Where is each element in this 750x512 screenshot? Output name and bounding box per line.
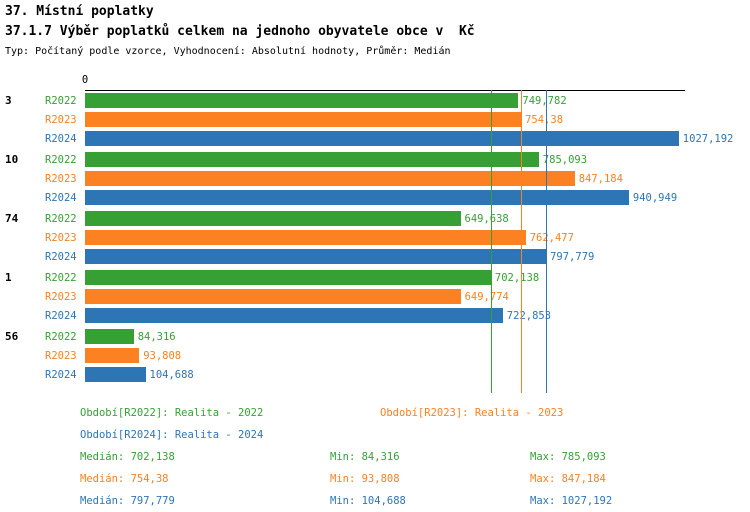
series-row-label: R2022	[45, 153, 77, 166]
bar-row: R2022 702,138	[45, 268, 685, 287]
bar-r2023	[85, 348, 140, 363]
plot-area: 3 R2022 749,782 R2023 754,38 R2024 1027,192 10 R…	[5, 90, 733, 395]
bar-row: R2024 797,779	[45, 247, 685, 266]
bar-value-label: 1027,192	[682, 132, 734, 145]
series-row-label: R2022	[45, 271, 77, 284]
bar-value-label: 93,808	[143, 349, 182, 362]
bar-value-label: 722,853	[506, 309, 552, 322]
bar-r2023	[85, 112, 522, 127]
stat-median-r2022: Medián: 702,138	[80, 451, 175, 463]
series-row-label: R2024	[45, 368, 77, 381]
legend-item-r2022: Období[R2022]: Realita - 2022	[80, 407, 264, 419]
bar-value-label: 797,779	[550, 250, 595, 263]
bar-row: R2024 1027,192	[45, 129, 733, 148]
series-row-label: R2022	[45, 94, 77, 107]
stat-min-r2023: Min: 93,808	[330, 473, 400, 485]
bar-value-label: 84,316	[137, 330, 176, 343]
group-label: 3	[5, 94, 12, 107]
bar-row: R2023 649,774	[45, 287, 685, 306]
bar-r2024	[85, 367, 146, 382]
legend-item-r2024: Období[R2024]: Realita - 2024	[80, 429, 264, 441]
series-row-label: R2023	[45, 172, 77, 185]
bar-value-label: 847,184	[578, 172, 623, 185]
bar-r2022	[85, 270, 491, 285]
series-row-label: R2022	[45, 330, 77, 343]
series-row-label: R2023	[45, 113, 77, 126]
bar-r2024	[85, 190, 629, 205]
bar-value-label: 754,38	[525, 113, 564, 126]
bar-value-label: 940,949	[632, 191, 678, 204]
bar-row: R2023 93,808	[45, 346, 685, 365]
series-row-label: R2024	[45, 309, 77, 322]
bar-row: R2024 722,853	[45, 306, 685, 325]
stat-median-r2023: Medián: 754,38	[80, 473, 169, 485]
bar-r2024	[85, 131, 679, 146]
median-line-r2024	[546, 90, 548, 393]
bar-r2022	[85, 93, 519, 108]
bar-value-label: 649,774	[464, 290, 509, 303]
bar-r2024	[85, 308, 503, 323]
chart-meta: Typ: Počítaný podle vzorce, Vyhodnocení:…	[5, 46, 451, 57]
median-line-r2022	[490, 90, 492, 393]
legend-item-r2023: Období[R2023]: Realita - 2023	[380, 407, 564, 419]
bar-value-label: 649,638	[464, 212, 509, 225]
bar-r2024	[85, 249, 547, 264]
bar-value-label: 785,093	[542, 153, 588, 166]
bar-row: R2023 754,38	[45, 110, 685, 129]
report-title: 37. Místní poplatky	[5, 4, 154, 19]
series-row-label: R2024	[45, 132, 77, 145]
group-label: 56	[5, 330, 19, 343]
bar-group: 10 R2022 785,093 R2023 847,184 R2024 940,949	[5, 150, 685, 207]
bar-r2022	[85, 329, 134, 344]
group-label: 10	[5, 153, 19, 166]
chart-title: 37.1.7 Výběr poplatků celkem na jednoho …	[5, 24, 475, 39]
bar-r2023	[85, 230, 526, 245]
series-row-label: R2022	[45, 212, 77, 225]
median-line-r2023	[521, 90, 523, 393]
bar-row: R2024 940,949	[45, 188, 685, 207]
bar-row: R2022 749,782	[45, 91, 685, 110]
stat-min-r2024: Min: 104,688	[330, 495, 406, 507]
x-axis-line	[85, 90, 685, 91]
group-label: 1	[5, 271, 12, 284]
bar-row: R2022 84,316	[45, 327, 685, 346]
stat-min-r2022: Min: 84,316	[330, 451, 400, 463]
bar-group: 1 R2022 702,138 R2023 649,774 R2024 722,853	[5, 268, 685, 325]
bar-value-label: 702,138	[494, 271, 540, 284]
bar-r2023	[85, 289, 461, 304]
bar-groups: 3 R2022 749,782 R2023 754,38 R2024 1027,192 10 R…	[5, 91, 733, 386]
bar-r2023	[85, 171, 575, 186]
axis-zero-label: 0	[81, 74, 89, 86]
group-label: 74	[5, 212, 19, 225]
bar-value-label: 762,477	[529, 231, 574, 244]
bar-group: 3 R2022 749,782 R2023 754,38 R2024 1027,192	[5, 91, 733, 148]
bar-row: R2023 762,477	[45, 228, 685, 247]
stat-max-r2022: Max: 785,093	[530, 451, 606, 463]
bar-value-label: 104,688	[149, 368, 194, 381]
series-row-label: R2023	[45, 231, 77, 244]
stat-max-r2024: Max: 1027,192	[530, 495, 613, 507]
bar-group: 74 R2022 649,638 R2023 762,477 R2024 797,779	[5, 209, 685, 266]
bar-r2022	[85, 211, 461, 226]
bar-row: R2022 649,638	[45, 209, 685, 228]
bar-row: R2024 104,688	[45, 365, 685, 384]
series-row-label: R2024	[45, 191, 77, 204]
bar-r2022	[85, 152, 539, 167]
series-row-label: R2023	[45, 349, 77, 362]
stat-median-r2024: Medián: 797,779	[80, 495, 175, 507]
bar-group: 56 R2022 84,316 R2023 93,808 R2024 104,688	[5, 327, 685, 384]
bar-value-label: 749,782	[522, 94, 567, 107]
bar-row: R2022 785,093	[45, 150, 685, 169]
bar-row: R2023 847,184	[45, 169, 685, 188]
series-row-label: R2024	[45, 250, 77, 263]
series-row-label: R2023	[45, 290, 77, 303]
stat-max-r2023: Max: 847,184	[530, 473, 606, 485]
